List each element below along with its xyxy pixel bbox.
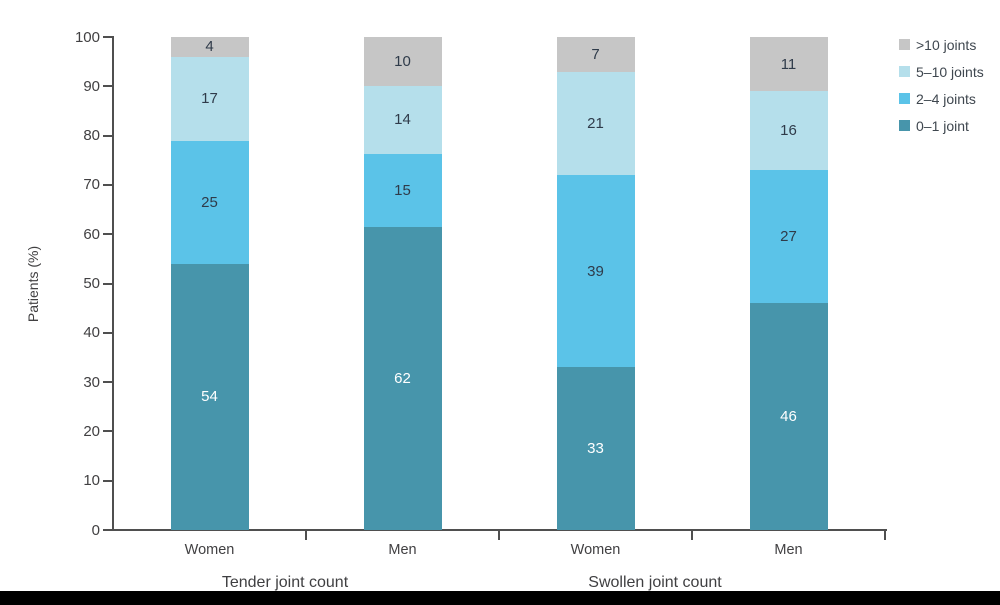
category-label: Men <box>388 542 417 558</box>
legend-label: 5–10 joints <box>916 63 984 80</box>
bar-segment: 25 <box>170 140 249 264</box>
bar-segment: 62 <box>363 227 442 530</box>
bar-segment: 4 <box>170 37 249 57</box>
legend-item: >10 joints <box>899 31 984 58</box>
category-label: Women <box>184 542 235 558</box>
bar-segment-value: 10 <box>394 52 411 70</box>
bar-segment-value: 11 <box>780 55 797 73</box>
y-tick-mark <box>103 36 112 38</box>
y-tick-label: 40 <box>83 324 100 342</box>
x-tick-mark <box>305 531 307 540</box>
bar-segment-value: 46 <box>780 408 797 426</box>
group-label-swollen: Swollen joint count <box>588 574 722 591</box>
category-label: Women <box>570 542 621 558</box>
legend-label: >10 joints <box>916 36 977 53</box>
legend-swatch-icon <box>899 39 910 50</box>
y-tick-mark <box>103 381 112 384</box>
bar-segment-value: 4 <box>205 38 214 56</box>
legend-swatch-icon <box>899 120 910 131</box>
y-tick-label: 90 <box>83 77 100 95</box>
bar-segment-value: 27 <box>780 228 797 246</box>
x-axis-line <box>112 529 887 531</box>
bar-segment: 7 <box>556 37 635 72</box>
y-tick-label: 10 <box>83 472 100 490</box>
bar-segment: 11 <box>749 37 828 92</box>
bar-segment: 39 <box>556 175 635 368</box>
y-tick-label: 60 <box>83 225 100 243</box>
legend-swatch-icon <box>899 93 910 104</box>
bar-segment-value: 21 <box>587 114 604 132</box>
legend-item: 2–4 joints <box>899 85 984 112</box>
category-label: Men <box>774 542 803 558</box>
y-tick-mark <box>103 331 112 334</box>
y-tick-mark <box>103 479 112 482</box>
bar-segment: 10 <box>363 37 442 86</box>
y-axis-title: Patients (%) <box>25 245 41 323</box>
legend-item: 5–10 joints <box>899 58 984 85</box>
legend-item: 0–1 joint <box>899 112 984 139</box>
y-tick-mark <box>103 134 112 137</box>
bar-segment: 15 <box>363 154 442 228</box>
y-tick-label: 100 <box>74 28 100 46</box>
y-tick-label: 0 <box>91 521 100 539</box>
bar-segment-value: 14 <box>394 111 411 129</box>
y-tick-mark <box>103 85 112 88</box>
bar-segment-value: 62 <box>394 370 411 388</box>
bar-segment: 46 <box>749 303 828 530</box>
bar-segment: 17 <box>170 56 249 141</box>
y-tick-label: 80 <box>83 127 100 145</box>
bar-segment-value: 25 <box>201 193 218 211</box>
bar-segment-value: 54 <box>201 388 218 406</box>
y-tick-label: 70 <box>83 176 100 194</box>
bar-segment-value: 15 <box>394 182 411 200</box>
bar-segment-value: 39 <box>587 262 604 280</box>
bottom-black-bar <box>0 591 1000 605</box>
x-tick-mark <box>498 531 500 540</box>
group-label-tender: Tender joint count <box>221 574 349 591</box>
bar-segment-value: 33 <box>587 440 604 458</box>
bar-segment: 14 <box>363 85 442 155</box>
bar-segment: 27 <box>749 170 828 304</box>
y-tick-label: 50 <box>83 275 100 292</box>
legend-swatch-icon <box>899 66 910 77</box>
bar-segment: 16 <box>749 91 828 171</box>
y-tick-mark <box>103 233 112 236</box>
bar-segment-value: 17 <box>201 90 218 108</box>
y-tick-mark <box>103 183 112 186</box>
y-tick-mark <box>103 430 112 433</box>
y-axis-line <box>112 36 114 531</box>
x-tick-mark <box>884 531 886 540</box>
legend: >10 joints 5–10 joints 2–4 joints 0–1 joint <box>899 31 984 139</box>
bar-segment: 33 <box>556 367 635 530</box>
y-tick-mark <box>103 282 112 285</box>
bar-segment-value: 16 <box>780 122 797 140</box>
bar-segment: 21 <box>556 71 635 176</box>
y-tick-label: 20 <box>83 422 100 440</box>
y-tick-label: 30 <box>83 373 100 391</box>
legend-label: 0–1 joint <box>916 117 969 134</box>
bar-segment: 54 <box>170 263 249 530</box>
legend-label: 2–4 joints <box>916 90 976 107</box>
bar-segment-value: 7 <box>591 45 600 63</box>
y-tick-mark <box>103 529 112 531</box>
x-tick-mark <box>691 531 693 540</box>
